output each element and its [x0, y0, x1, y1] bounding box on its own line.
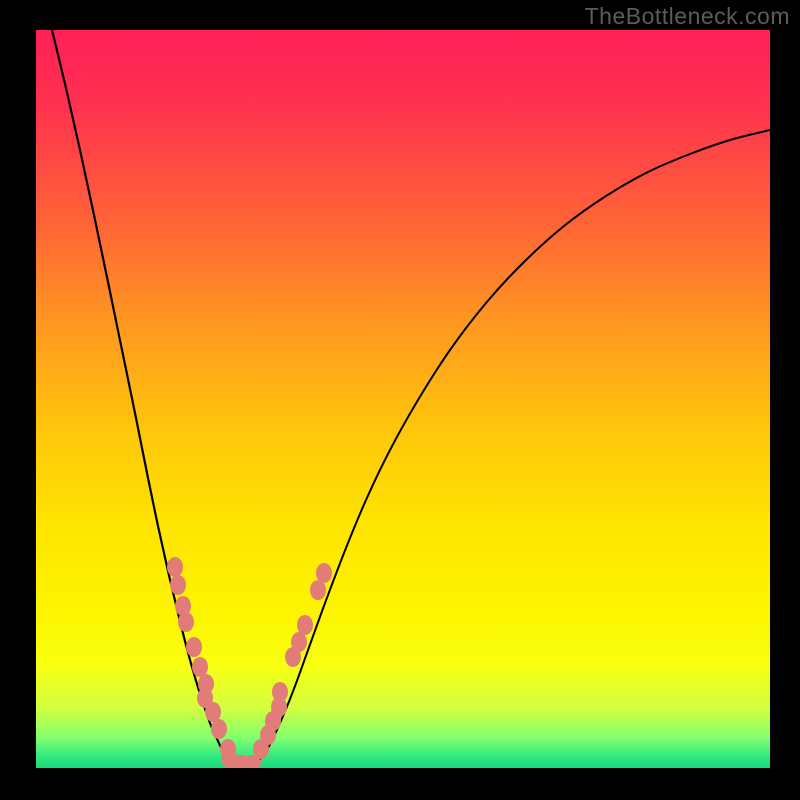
marker-bottom — [243, 755, 261, 771]
marker-left — [211, 719, 227, 739]
marker-right — [291, 632, 307, 652]
marker-right — [297, 615, 313, 635]
marker-right — [316, 563, 332, 583]
marker-right — [310, 580, 326, 600]
marker-left — [167, 557, 183, 577]
marker-left — [170, 575, 186, 595]
marker-left — [186, 637, 202, 657]
marker-left — [205, 702, 221, 722]
plot-background — [36, 30, 770, 768]
marker-left — [178, 612, 194, 632]
watermark-text: TheBottleneck.com — [585, 3, 790, 30]
marker-right — [272, 682, 288, 702]
marker-left — [192, 657, 208, 677]
